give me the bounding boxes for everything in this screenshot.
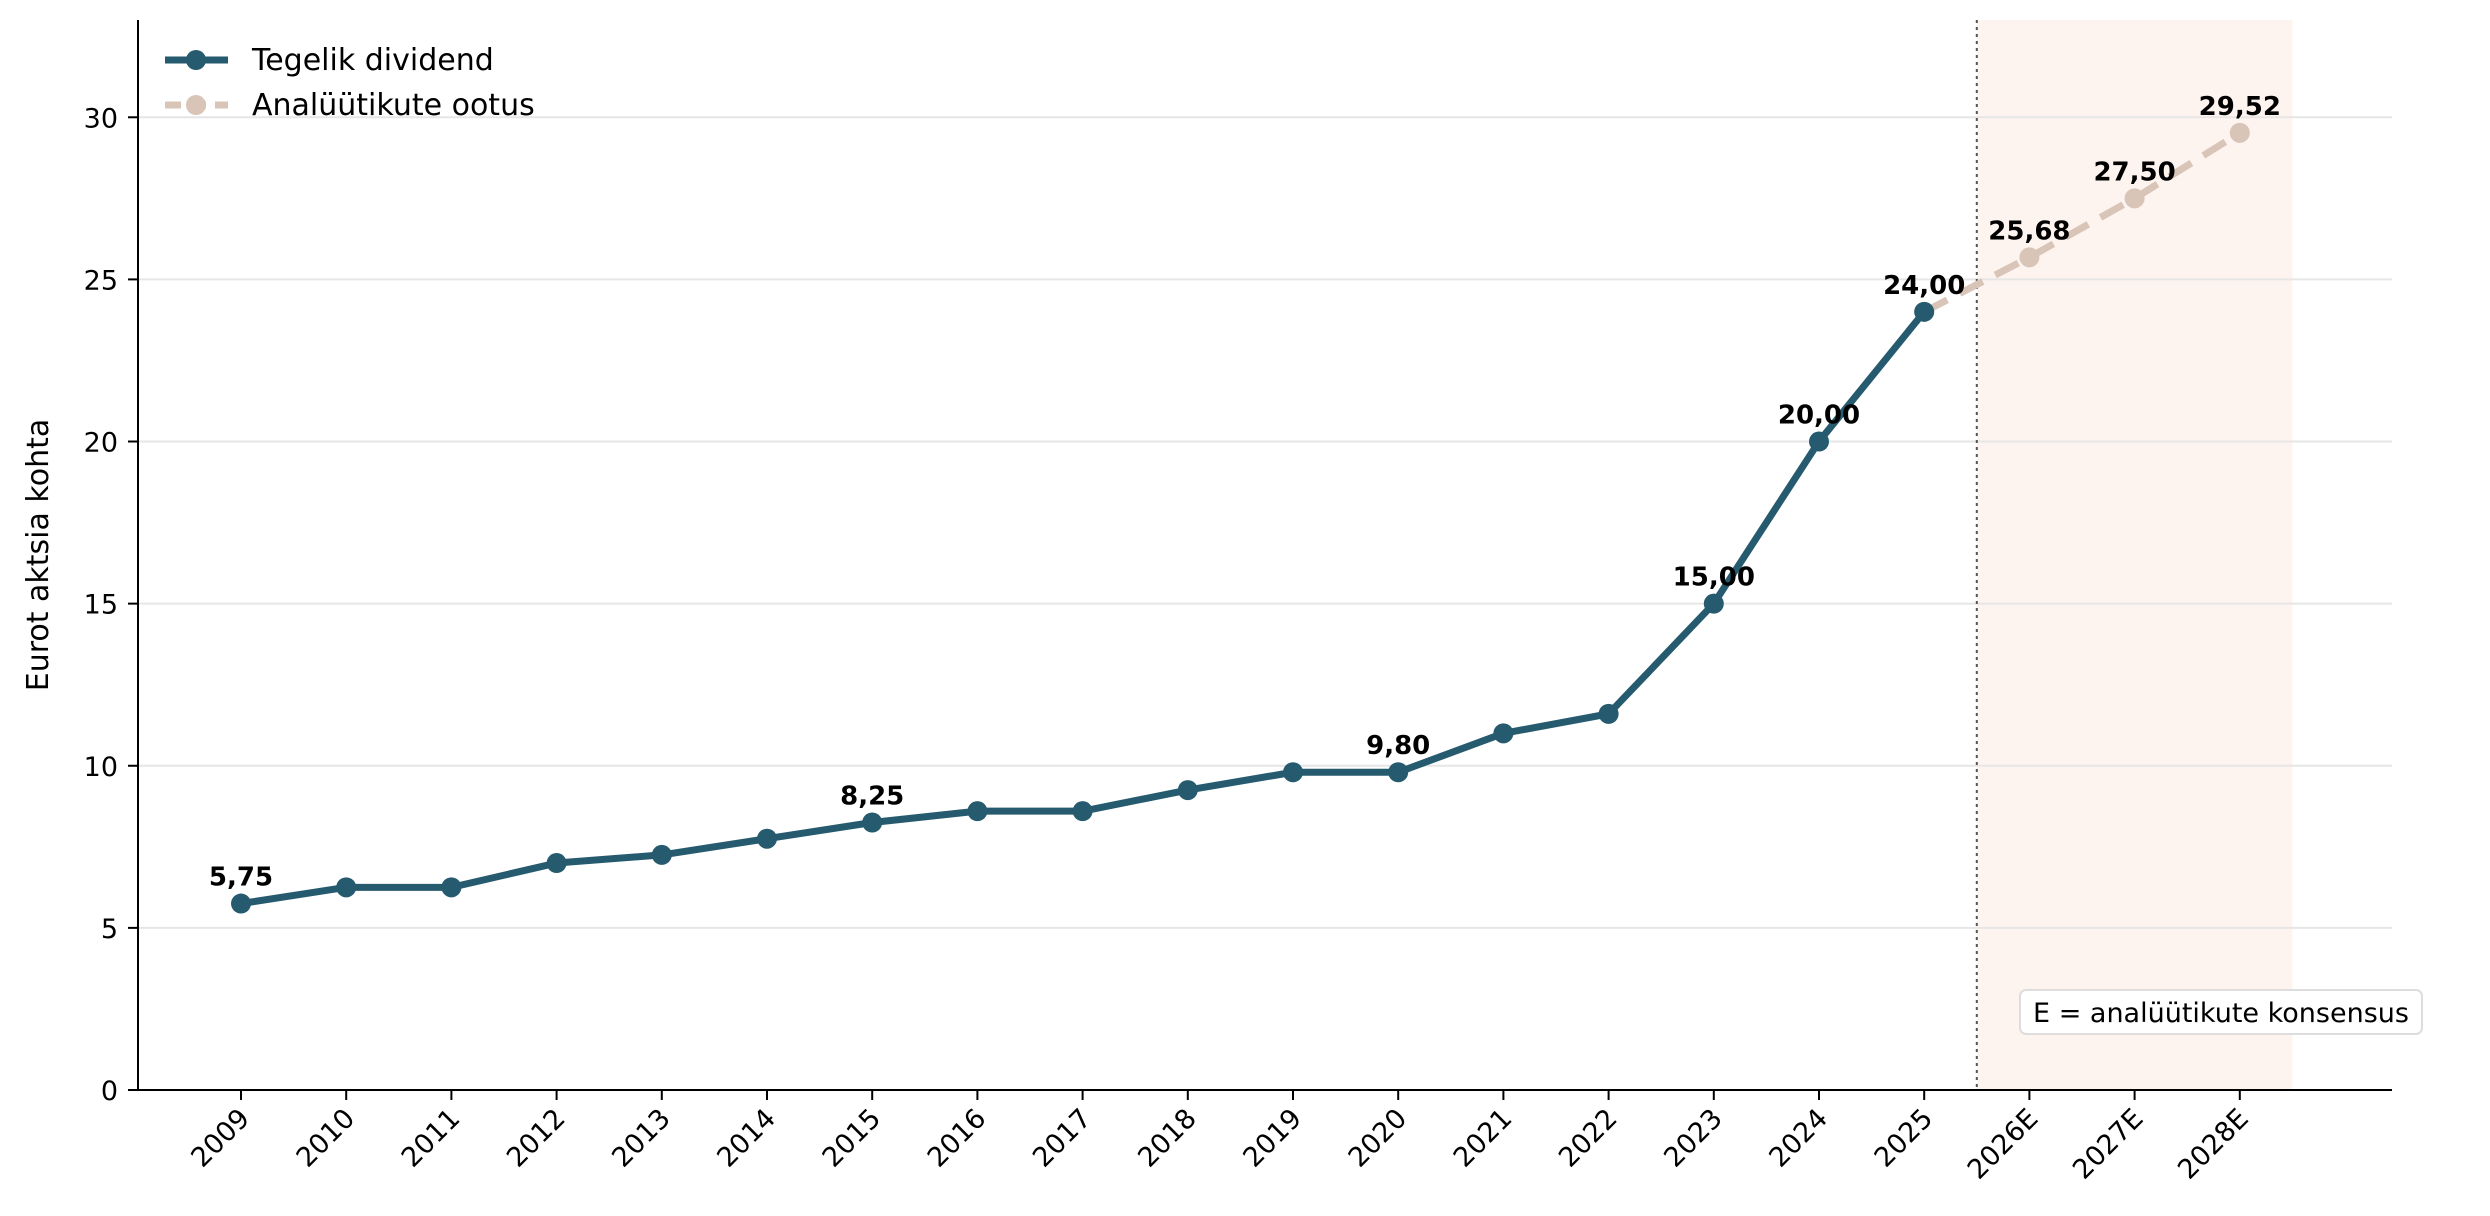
x-tick-label: 2017	[1027, 1103, 1098, 1174]
x-tick-label: 2028E	[2172, 1103, 2255, 1186]
x-tick-label: 2025	[1869, 1103, 1940, 1174]
actual-data-point	[862, 812, 883, 833]
x-tick-label: 2011	[396, 1103, 467, 1174]
x-tick-label: 2013	[606, 1103, 677, 1174]
actual-data-point	[336, 877, 357, 898]
actual-data-point	[1809, 431, 1829, 452]
y-axis-title: Eurot aktsia kohta	[21, 419, 56, 692]
x-tick-label: 2027E	[2067, 1103, 2150, 1186]
x-tick-label: 2024	[1763, 1103, 1834, 1174]
actual-data-point	[1177, 780, 1198, 801]
x-tick-label: 2020	[1343, 1103, 1414, 1174]
actual-data-point	[1493, 723, 1514, 744]
actual-data-point	[967, 801, 988, 822]
legend-label: Analüütikute ootus	[252, 88, 535, 123]
legend: Tegelik dividend Analüütikute ootus	[165, 43, 535, 123]
data-label: 20,00	[1778, 401, 1860, 431]
x-tick-label: 2023	[1658, 1103, 1729, 1174]
forecast-data-point	[2229, 122, 2250, 143]
x-tick-label: 2014	[711, 1103, 782, 1174]
actual-data-point	[231, 893, 251, 914]
x-tick-label: 2015	[817, 1103, 888, 1174]
actual-data-point	[1598, 703, 1619, 724]
y-tick-label: 25	[84, 265, 118, 296]
actual-data-point	[441, 877, 462, 898]
data-label: 9,80	[1366, 731, 1430, 761]
y-tick-label: 20	[84, 428, 118, 459]
x-tick-label: 2009	[185, 1103, 256, 1174]
data-label: 15,00	[1673, 563, 1755, 593]
actual-data-point	[1914, 301, 1935, 322]
annotation-box: E = analüütikute konsensus	[2019, 989, 2423, 1035]
x-tick-label: 2012	[501, 1103, 572, 1174]
actual-data-point	[546, 853, 567, 874]
x-tick-label: 2021	[1448, 1103, 1519, 1174]
actual-data-point	[1703, 593, 1724, 614]
annotation-frame	[2019, 989, 2423, 1035]
legend-marker	[186, 95, 206, 115]
actual-data-point	[1283, 762, 1303, 783]
x-tick-label: 2019	[1237, 1103, 1308, 1174]
data-label: 25,68	[1988, 216, 2070, 246]
x-tick-label: 2026E	[1962, 1103, 2045, 1186]
y-tick-label: 10	[84, 752, 118, 783]
actual-data-point	[1072, 801, 1093, 822]
legend-marker	[186, 50, 206, 70]
data-label: 8,25	[840, 782, 904, 812]
annotation-text: E = analüütikute konsensus	[2033, 998, 2409, 1029]
y-tick-label: 0	[101, 1076, 118, 1107]
forecast-data-point	[2019, 247, 2040, 268]
x-tick-label: 2016	[922, 1103, 993, 1174]
data-label: 24,00	[1883, 271, 1965, 301]
forecast-series-line	[1922, 129, 2242, 315]
x-tick-label: 2018	[1132, 1103, 1203, 1174]
data-label: 27,50	[2093, 157, 2175, 187]
data-label: 29,52	[2199, 92, 2281, 122]
actual-data-point	[757, 828, 777, 849]
x-tick-label: 2010	[291, 1103, 362, 1174]
actual-data-point	[651, 844, 672, 865]
data-label: 5,75	[209, 863, 273, 893]
forecast-data-point	[2124, 188, 2145, 209]
y-tick-label: 5	[101, 914, 118, 945]
y-tick-label: 15	[84, 590, 118, 621]
y-tick-label: 30	[84, 103, 118, 134]
x-tick-label: 2022	[1553, 1103, 1624, 1174]
legend-label: Tegelik dividend	[251, 43, 494, 78]
actual-data-point	[1388, 762, 1409, 783]
